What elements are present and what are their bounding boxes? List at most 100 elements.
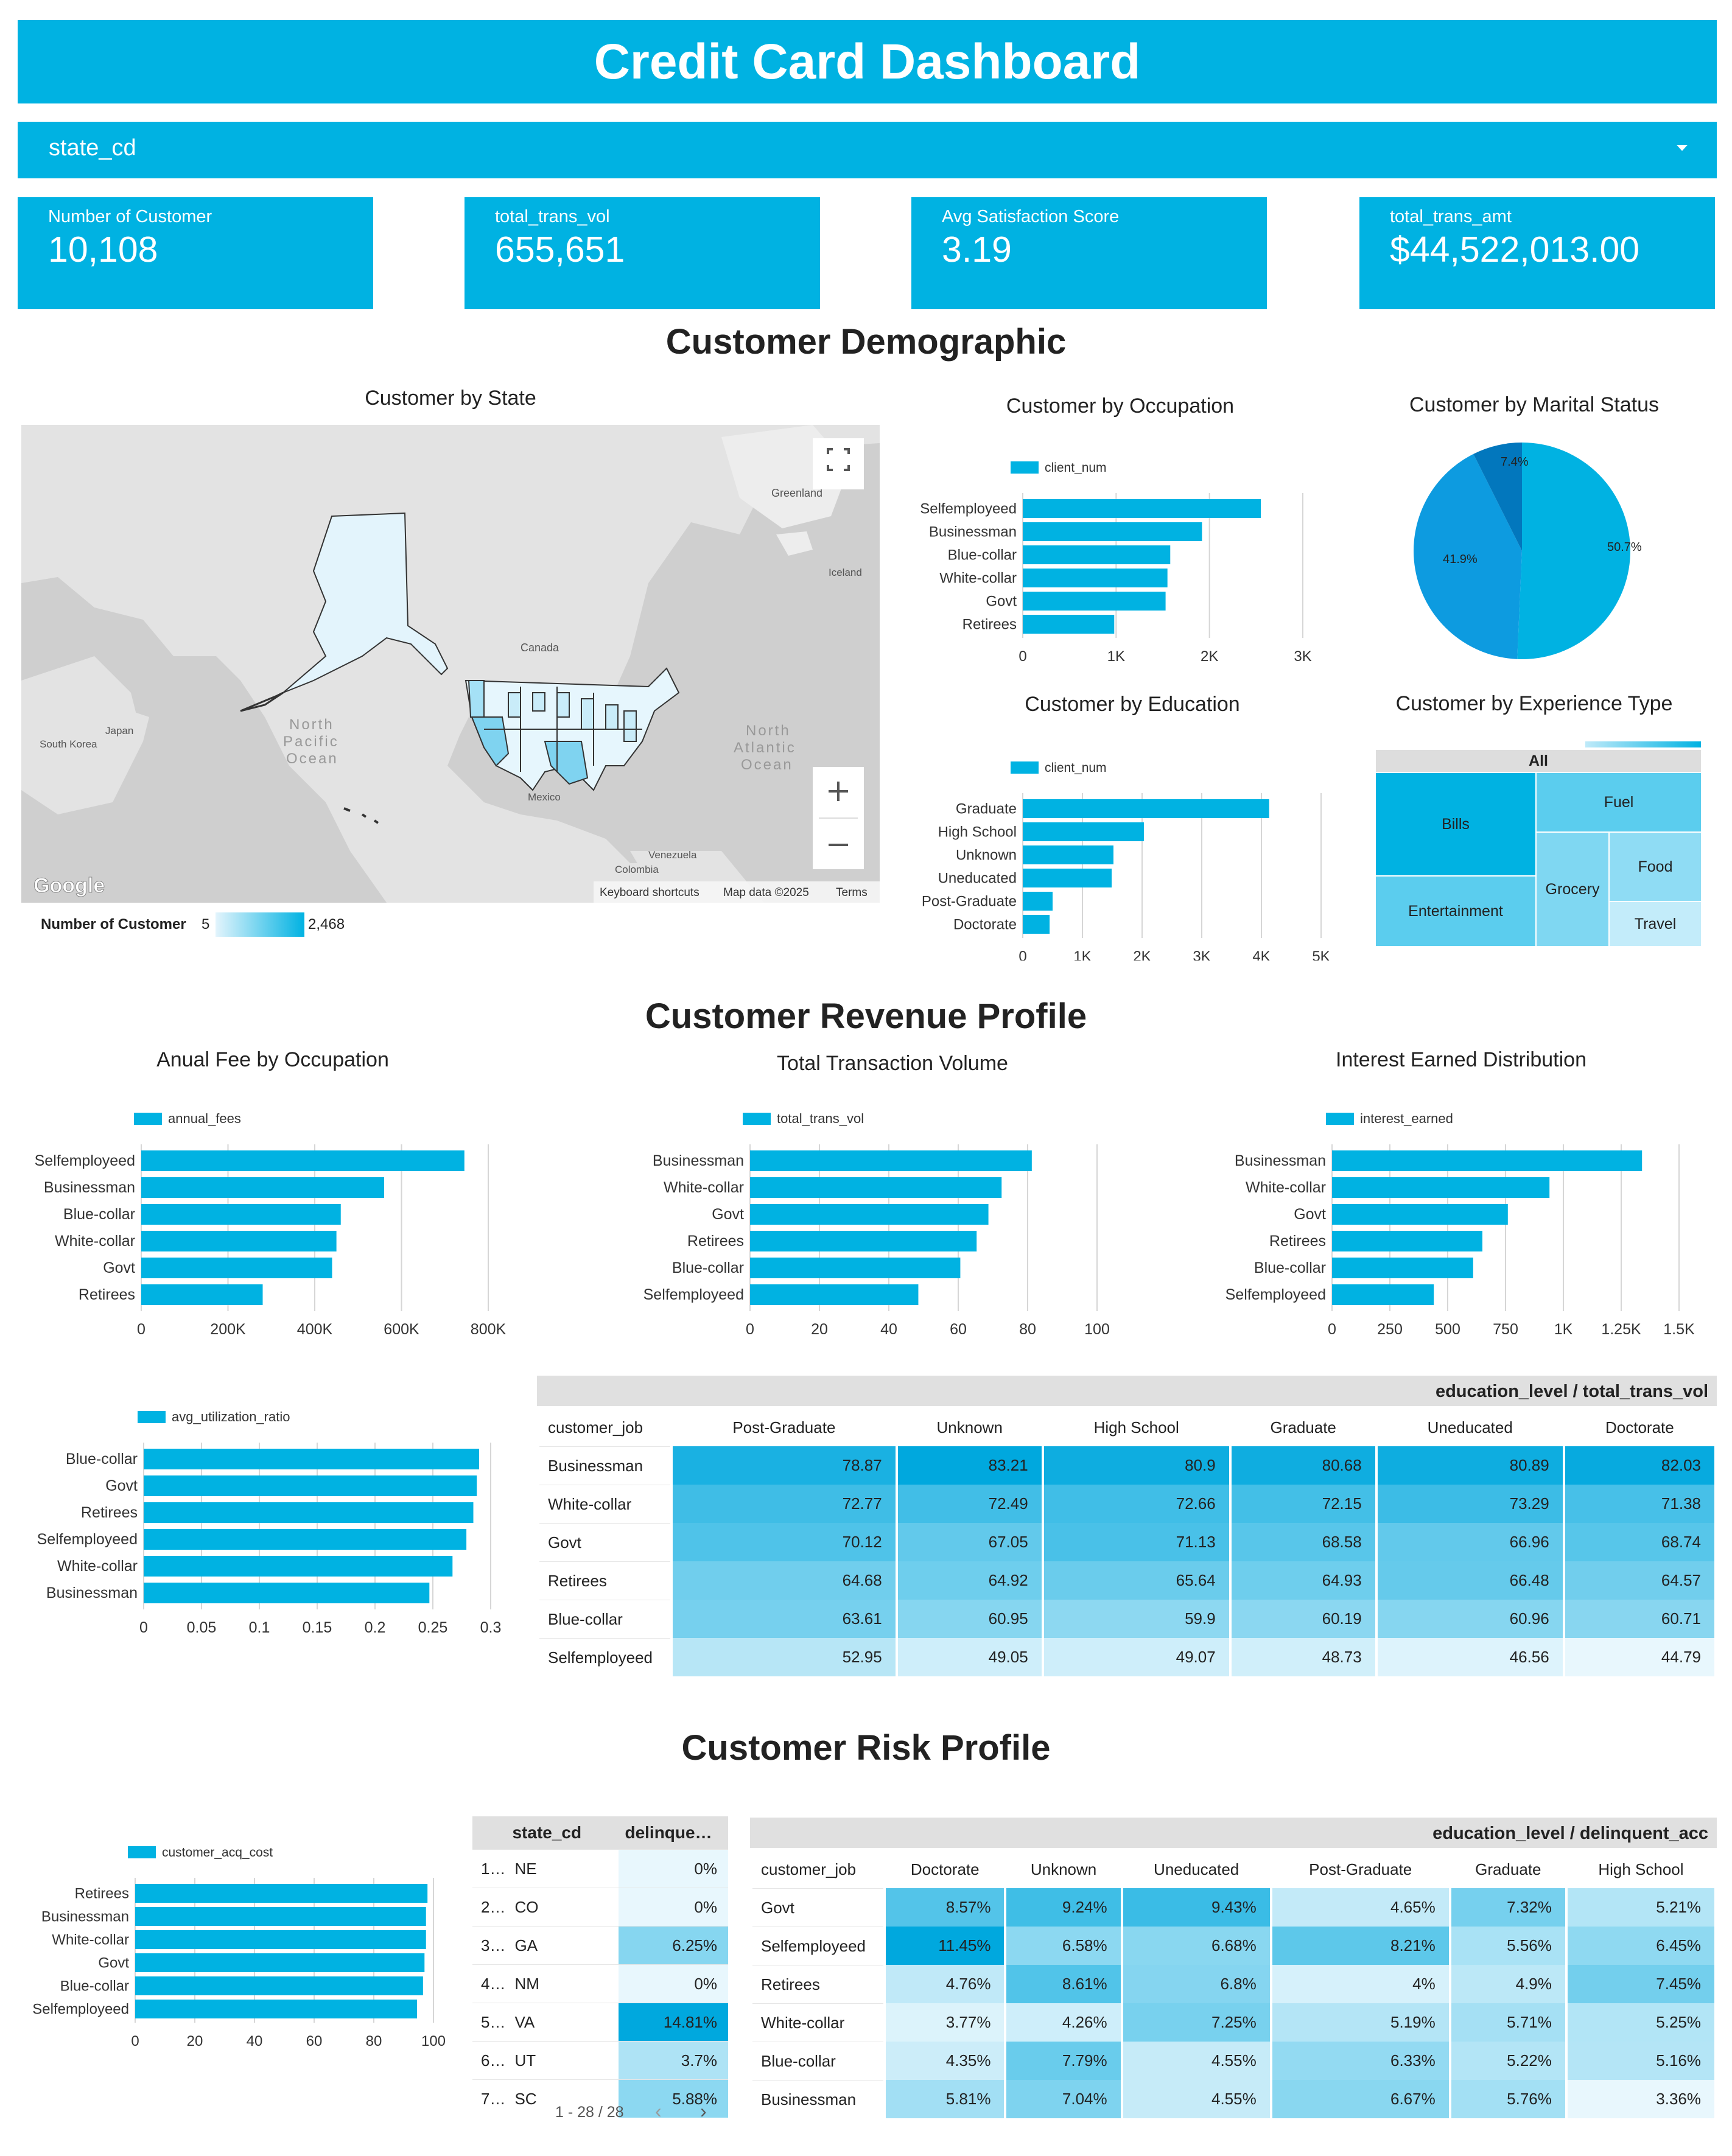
state-delinquency-table[interactable]: state_cd delinque… 1… NE 0% 2… CO 0% 3… GA 6.25% 4…… — [472, 1816, 728, 2118]
table-row[interactable]: White-collar 72.77 72.49 72.66 72.15 73.29 71.… — [539, 1485, 1714, 1523]
table-row[interactable]: Selfemployeed 52.95 49.05 49.07 48.73 46.56 44… — [539, 1638, 1714, 1676]
terms-link[interactable]: Terms — [836, 886, 868, 899]
experience-treemap[interactable]: All Bills Fuel Entertainment Grocery Foo… — [1376, 750, 1701, 946]
table-row[interactable]: 5… VA 14.81% — [472, 2003, 728, 2042]
tick-label: 20 — [187, 2033, 203, 2049]
table-row[interactable]: Blue-collar 63.61 60.95 59.9 60.19 60.96 60.71 — [539, 1600, 1714, 1638]
legend-label: interest_earned — [1360, 1111, 1453, 1126]
occupation-bar-chart[interactable]: client_num 0 1K 2K 3K Selfemployeed Businessma… — [901, 444, 1327, 663]
table-row[interactable]: Retirees 4.76% 8.61% 6.8% 4% 4.9% 7.45% — [752, 1965, 1714, 2003]
map-label-colombia: Colombia — [615, 864, 659, 875]
tick-label: 0 — [139, 1619, 148, 1636]
map-data-credit: Map data ©2025 — [723, 886, 809, 899]
table-row[interactable]: Businessman 78.87 83.21 80.9 80.68 80.89 82.03 — [539, 1446, 1714, 1485]
prev-page-icon[interactable]: ‹ — [655, 2100, 662, 2122]
table-cell: 8.57% — [886, 1888, 1004, 1927]
bar — [135, 1976, 423, 1995]
treemap-cell-entertainment[interactable]: Entertainment — [1376, 877, 1535, 946]
bar — [1023, 569, 1168, 587]
annual-fee-bar-chart[interactable]: annual_fees 0 200K 400K 600K 800K Selfemployee… — [18, 1096, 524, 1339]
chevron-down-icon[interactable] — [1677, 145, 1688, 151]
bar — [141, 1258, 332, 1278]
table-row[interactable]: 4… NM 0% — [472, 1964, 728, 2003]
row-label: Businessman — [752, 2080, 883, 2118]
table-row[interactable]: Businessman 5.81% 7.04% 4.55% 6.67% 5.76% 3.36… — [752, 2080, 1714, 2118]
table-row[interactable]: 2… CO 0% — [472, 1888, 728, 1927]
legend-label: client_num — [1045, 461, 1107, 475]
pie-slice — [1473, 443, 1522, 551]
table-row[interactable]: Blue-collar 4.35% 7.79% 4.55% 6.33% 5.22% 5.16… — [752, 2042, 1714, 2080]
bar — [1023, 822, 1144, 841]
kpi-title: total_trans_vol — [495, 207, 610, 226]
column-header[interactable]: Uneducated — [1427, 1418, 1513, 1437]
heat-table[interactable]: customer_job Doctorate Unknown Uneducated Po… — [750, 1850, 1717, 2118]
table-row[interactable]: White-collar 3.77% 4.26% 7.25% 5.19% 5.71% 5.2… — [752, 2003, 1714, 2042]
category-label: Selfemployeed — [37, 1531, 138, 1548]
column-header[interactable]: High School — [1093, 1418, 1179, 1437]
state-filter-dropdown[interactable]: state_cd — [18, 122, 1717, 178]
column-header[interactable]: Graduate — [1270, 1418, 1336, 1437]
map-legend-label: Number of Customer — [41, 916, 186, 933]
table-row[interactable]: 3… GA 6.25% — [472, 1926, 728, 1965]
row-index: 1… — [472, 1849, 507, 1888]
category-label: High School — [938, 824, 1017, 841]
treemap-cell-food[interactable]: Food — [1610, 833, 1701, 901]
pie-label: 41.9% — [1443, 553, 1478, 566]
next-page-icon[interactable]: › — [700, 2100, 707, 2122]
column-header[interactable]: Unknown — [1030, 1860, 1097, 1878]
acq-cost-bar-chart[interactable]: customer_acq_cost 0 20 40 60 80 100 Retirees Bus… — [18, 1835, 469, 2060]
treemap-cell-grocery[interactable]: Grocery — [1537, 833, 1608, 946]
tick-label: 2K — [1133, 948, 1151, 961]
category-label: Businessman — [41, 1909, 129, 1925]
state-map[interactable]: Greenland Iceland Canada Mexico North Pa… — [21, 425, 880, 903]
education-bar-chart[interactable]: client_num 0 1K 2K 3K 4K 5K Graduate High School… — [901, 741, 1339, 961]
map-label-mexico: Mexico — [528, 791, 561, 803]
table-cell: 9.43% — [1123, 1888, 1270, 1927]
column-header[interactable]: Doctorate — [1605, 1418, 1674, 1437]
trans-vol-pivot-table[interactable]: customer_job Post-Graduate Unknown High Sch… — [537, 1409, 1717, 1676]
map-legend-gradient — [216, 912, 304, 937]
treemap-cell-fuel[interactable]: Fuel — [1537, 773, 1701, 831]
table-cell: 4.65% — [1272, 1888, 1449, 1927]
column-header[interactable]: Post-Graduate — [732, 1418, 836, 1437]
table-cell: 72.66 — [1043, 1485, 1229, 1523]
keyboard-shortcuts-link[interactable]: Keyboard shortcuts — [600, 886, 699, 899]
treemap-cell-bills[interactable]: Bills — [1376, 773, 1535, 875]
state-code: UT — [506, 2041, 619, 2080]
utilization-bar-chart[interactable]: avg_utilization_ratio 0 0.05 0.1 0.15 0.2 0.25… — [24, 1394, 511, 1637]
row-label: Selfemployeed — [539, 1638, 670, 1676]
table-row[interactable]: 7… SC 5.88% — [472, 2079, 728, 2118]
category-label: Blue-collar — [1254, 1259, 1326, 1276]
column-header[interactable]: Uneducated — [1154, 1860, 1239, 1878]
table-row[interactable]: 6… UT 3.7% — [472, 2041, 728, 2080]
heat-table[interactable]: customer_job Post-Graduate Unknown High Sch… — [537, 1409, 1717, 1676]
delinquent-pivot-table[interactable]: customer_job Doctorate Unknown Uneducated Po… — [750, 1850, 1717, 2118]
table-cell: 6.8% — [1123, 1965, 1270, 2003]
tick-label: 0 — [1019, 948, 1026, 961]
map-label-greenland: Greenland — [771, 487, 822, 499]
bar — [1023, 499, 1261, 518]
interest-bar-chart[interactable]: interest_earned 0 250 500 750 1K 1.25K 1.5K Busi… — [1205, 1096, 1717, 1339]
treemap-cell-travel[interactable]: Travel — [1610, 902, 1701, 946]
fullscreen-button[interactable] — [813, 438, 864, 489]
column-header[interactable]: state_cd — [506, 1816, 619, 1850]
column-header[interactable]: Post-Graduate — [1309, 1860, 1412, 1878]
trans-vol-bar-chart[interactable]: total_trans_vol 0 20 40 60 80 100 Businessman Wh… — [627, 1096, 1132, 1339]
bar — [750, 1204, 989, 1225]
table-row[interactable]: Retirees 64.68 64.92 65.64 64.93 66.48 64.57 — [539, 1561, 1714, 1600]
column-header[interactable]: High School — [1598, 1860, 1684, 1878]
column-header[interactable]: Graduate — [1475, 1860, 1541, 1878]
column-header[interactable]: Doctorate — [910, 1860, 980, 1878]
category-label: Blue-collar — [60, 1978, 129, 1995]
table-cell: 67.05 — [897, 1523, 1042, 1561]
column-header[interactable]: delinque… — [619, 1816, 728, 1850]
column-header[interactable]: Unknown — [936, 1418, 1003, 1437]
table-row[interactable]: Govt 70.12 67.05 71.13 68.58 66.96 68.74 — [539, 1523, 1714, 1561]
table-cell: 80.9 — [1043, 1446, 1229, 1485]
marital-pie-chart[interactable]: 50.7% 41.9% 7.4% — [1400, 435, 1668, 660]
table-row[interactable]: 1… NE 0% — [472, 1849, 728, 1888]
table-row[interactable]: Govt 8.57% 9.24% 9.43% 4.65% 7.32% 5.21% — [752, 1888, 1714, 1927]
table-row[interactable]: Selfemployeed 11.45% 6.58% 6.68% 8.21% 5.56% 6… — [752, 1927, 1714, 1965]
table-cell: 64.68 — [673, 1561, 896, 1600]
table-cell: 49.07 — [1043, 1638, 1229, 1676]
